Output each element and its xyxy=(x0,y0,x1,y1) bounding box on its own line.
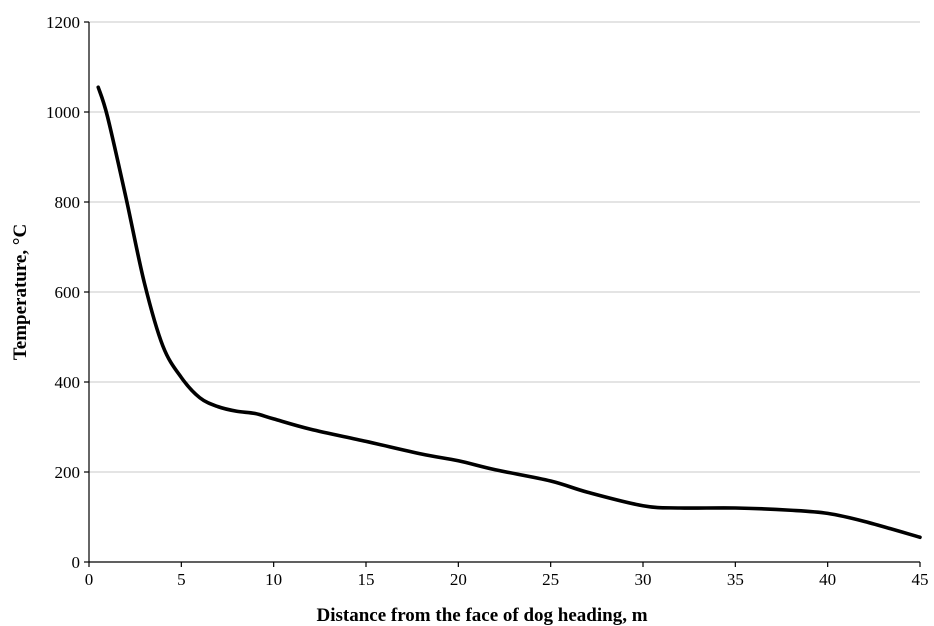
series-line-0 xyxy=(96,85,922,540)
x-tick-label-7: 35 xyxy=(727,570,744,589)
axes xyxy=(84,21,921,567)
y-tick-label-4: 800 xyxy=(55,193,81,212)
x-tick-label-9: 45 xyxy=(912,570,929,589)
x-tick-label-3: 15 xyxy=(358,570,375,589)
x-tick-label-6: 30 xyxy=(635,570,652,589)
y-tick-label-6: 1200 xyxy=(46,13,80,32)
x-tick-label-5: 25 xyxy=(542,570,559,589)
x-tick-label-8: 40 xyxy=(819,570,836,589)
x-tick-label-4: 20 xyxy=(450,570,467,589)
x-tick-label-0: 0 xyxy=(85,570,94,589)
tick-labels: 0 200 400 600 800 1000 1200 0 5 10 15 20 25 30 35 40 45 xyxy=(46,13,929,589)
x-tick-label-2: 10 xyxy=(265,570,282,589)
gridlines xyxy=(89,21,920,473)
y-tick-label-3: 600 xyxy=(55,283,81,302)
y-tick-label-0: 0 xyxy=(72,553,81,572)
y-tick-label-1: 200 xyxy=(55,463,81,482)
y-tick-label-5: 1000 xyxy=(46,103,80,122)
y-axis-title: Temperature, °C xyxy=(10,224,31,360)
x-tick-label-1: 5 xyxy=(177,570,186,589)
series-layer xyxy=(96,85,922,540)
y-tick-label-2: 400 xyxy=(55,373,81,392)
x-axis-title: Distance from the face of dog heading, m xyxy=(316,605,647,626)
